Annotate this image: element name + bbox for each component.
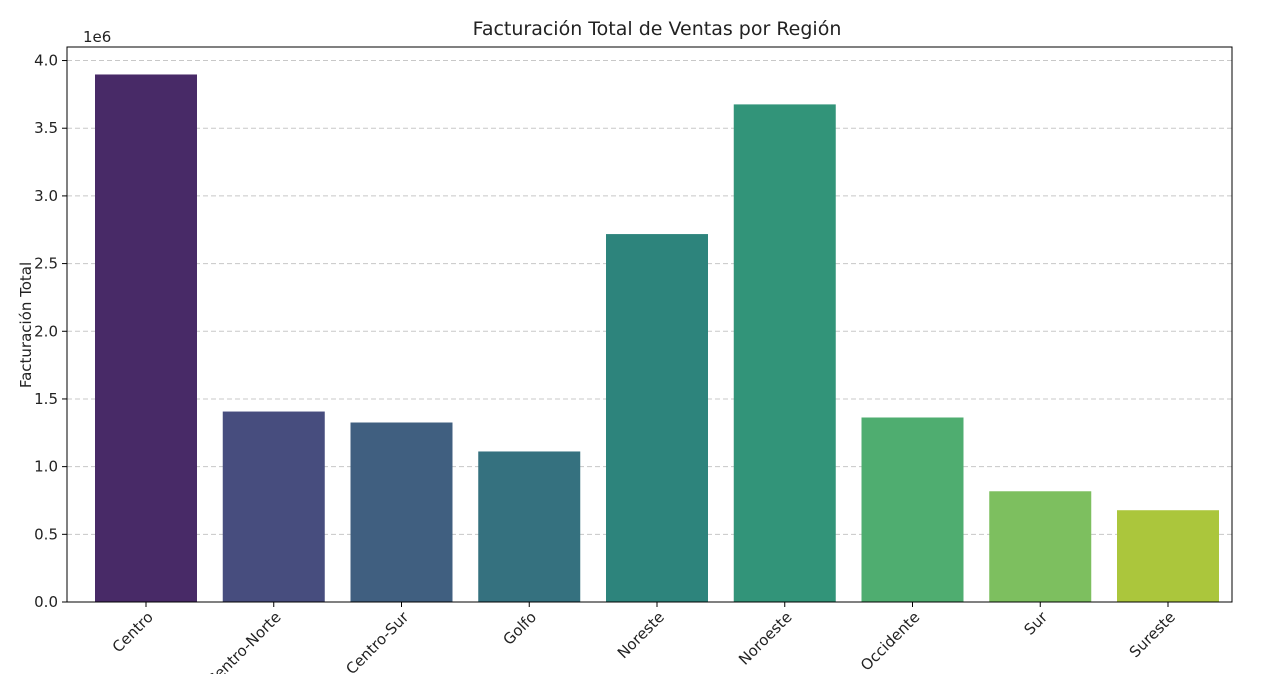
x-tick-label: Centro-Sur [342, 608, 413, 674]
x-tick-label: Sureste [1126, 608, 1179, 661]
bar-centro-norte [222, 411, 325, 602]
y-tick-label: 3.0 [34, 187, 58, 205]
y-tick-label: 0.5 [34, 525, 58, 543]
bar-occidente [861, 417, 964, 602]
y-axis-label: Facturación Total [17, 262, 35, 388]
bar-sureste [1117, 510, 1219, 602]
y-tick-label: 2.5 [34, 255, 58, 273]
x-tick-label: Noroeste [735, 608, 796, 669]
x-tick-label: Noreste [614, 608, 668, 662]
bar-noreste [606, 234, 708, 602]
chart-title: Facturación Total de Ventas por Región [473, 18, 842, 40]
plot-frame [66, 46, 1233, 603]
x-tick-label: Occidente [857, 608, 923, 674]
y-tick-label: 0.0 [34, 593, 58, 611]
y-offset-label: 1e6 [83, 28, 111, 46]
bar-sur [989, 491, 1092, 602]
bar-golfo [478, 451, 581, 602]
y-tick-label: 2.0 [34, 322, 58, 340]
y-tick-label: 4.0 [34, 52, 58, 70]
y-tick-label: 1.5 [34, 390, 58, 408]
bar-noroeste [733, 104, 836, 603]
x-tick-label: Sur [1021, 608, 1052, 639]
bar-centro [95, 74, 197, 603]
x-tick-label: Centro [109, 608, 157, 656]
x-tick-label: Centro-Norte [203, 608, 285, 674]
x-tick-label: Golfo [499, 608, 540, 649]
y-tick-label: 1.0 [34, 458, 58, 476]
y-tick-label: 3.5 [34, 119, 58, 137]
bar-centro-sur [350, 422, 453, 602]
